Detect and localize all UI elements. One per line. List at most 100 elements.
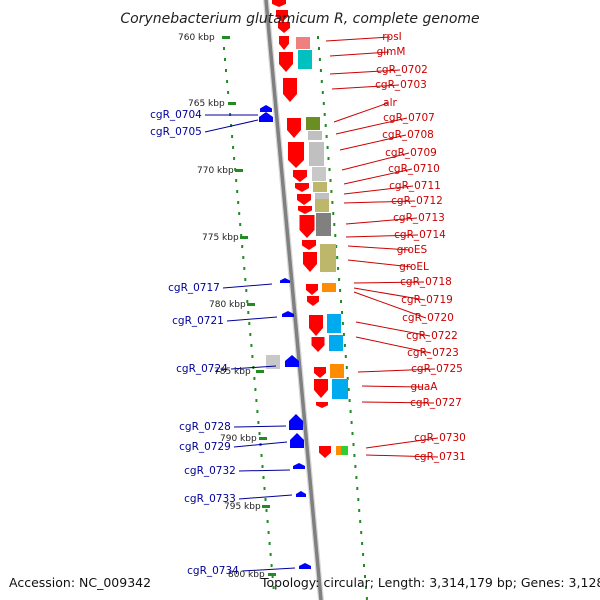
forward-gene-label: cgR_0720 [402,312,454,324]
tick-dot-right [334,234,337,237]
forward-label-leader [333,102,389,123]
tick-dot-left [260,454,263,457]
scale-tick-mark [256,370,264,373]
tick-dot-left [256,410,259,413]
tick-dot-left [227,91,230,94]
forward-label-leader [331,84,400,90]
reverse-gene-arrow [296,491,306,497]
tick-dot-left [244,278,247,281]
tick-dot-right [341,322,344,325]
tick-dot-left [261,465,264,468]
reverse-gene-arrow [285,355,299,367]
tick-dot-right [322,102,325,105]
tick-dot-right [358,509,361,512]
forward-label-leader [345,234,419,238]
cog-box [320,244,336,272]
forward-gene-label: cgR_0727 [410,397,462,409]
cog-box [315,193,329,199]
cog-box [308,131,322,140]
scale-tick-label: 770 kbp [197,166,234,176]
reverse-label-leader [238,469,291,472]
forward-gene-arrow [309,315,323,336]
tick-dot-right [348,399,351,402]
tick-dot-right [326,146,329,149]
forward-label-leader [355,336,432,354]
reverse-gene-label: cgR_0734 [187,565,239,577]
scale-tick-mark [247,303,255,306]
tick-dot-left [237,201,240,204]
reverse-gene-arrow [259,112,273,122]
forward-gene-label: cgR_0707 [383,112,435,124]
tick-dot-right [340,300,342,303]
tick-dot-right [363,564,365,567]
tick-dot-left [247,311,250,314]
tick-dot-left [269,553,272,556]
forward-gene-label: groEL [399,261,429,273]
tick-dot-left [225,69,227,72]
forward-label-leader [347,245,411,251]
tick-dot-right [345,366,348,369]
forward-gene-label: cgR_0725 [411,363,463,375]
forward-gene-label: cgR_0722 [406,330,458,342]
reverse-gene-label: cgR_0724 [176,363,228,375]
forward-label-leader [343,185,414,195]
forward-gene-label: guaA [411,381,439,393]
gene-arrows [259,0,331,569]
tick-dot-right [357,498,360,501]
cog-box [312,167,326,181]
tick-dot-left [230,124,233,127]
forward-gene-label: cgR_0713 [393,212,445,224]
tick-dot-right [332,212,335,215]
tick-dot-left [242,256,245,259]
cog-box [332,379,348,399]
tick-dot-left [248,322,251,325]
scale-tick-mark [222,36,230,39]
tick-dot-left [264,498,267,501]
tick-dot-right [317,36,319,39]
scale-tick-label: 780 kbp [209,300,246,310]
tick-dot-left [233,157,236,160]
forward-gene-arrow [298,206,312,214]
forward-gene-label: cgR_0718 [400,276,452,288]
scale-tick-label: 775 kbp [202,233,239,243]
scale-tick-label: 760 kbp [178,33,215,43]
forward-gene-arrow [311,337,325,352]
cog-box [330,364,344,378]
tick-dot-right [321,91,324,94]
forward-label-leader [335,117,408,135]
cog-box [341,446,348,455]
reverse-gene-label: cgR_0704 [150,109,202,121]
tick-dot-left [232,146,235,149]
forward-gene-arrow [288,142,304,168]
forward-gene-label: cgR_0702 [376,64,428,76]
tick-dot-right [350,421,353,424]
forward-label-leader [347,259,413,268]
forward-gene-label: groES [397,244,428,256]
accession-text: Accession: NC_009342 [9,575,151,590]
forward-gene-arrow [279,52,293,72]
forward-label-leader [365,437,439,449]
reverse-gene-arrow [289,414,303,430]
forward-gene-arrow [295,183,309,192]
cog-box [313,182,327,192]
tick-dot-right [354,465,357,468]
forward-gene-arrow [306,284,318,295]
tick-dot-right [341,311,343,314]
tick-dot-right [361,542,364,545]
reverse-gene-arrow [282,311,294,317]
reverse-gene-label: cgR_0717 [168,282,220,294]
tick-dot-left [224,58,226,61]
forward-label-leader [345,217,418,225]
genome-backbone [263,0,324,600]
reverse-label-leader [238,494,293,500]
reverse-label-leader [230,365,277,370]
forward-gene-arrow [314,367,326,378]
reverse-gene-arrow [260,105,272,112]
scale-tick-label: 795 kbp [224,502,261,512]
tick-dot-right [337,267,340,270]
cog-box [336,446,341,455]
cog-box [266,355,280,369]
tick-dot-left [250,344,253,347]
